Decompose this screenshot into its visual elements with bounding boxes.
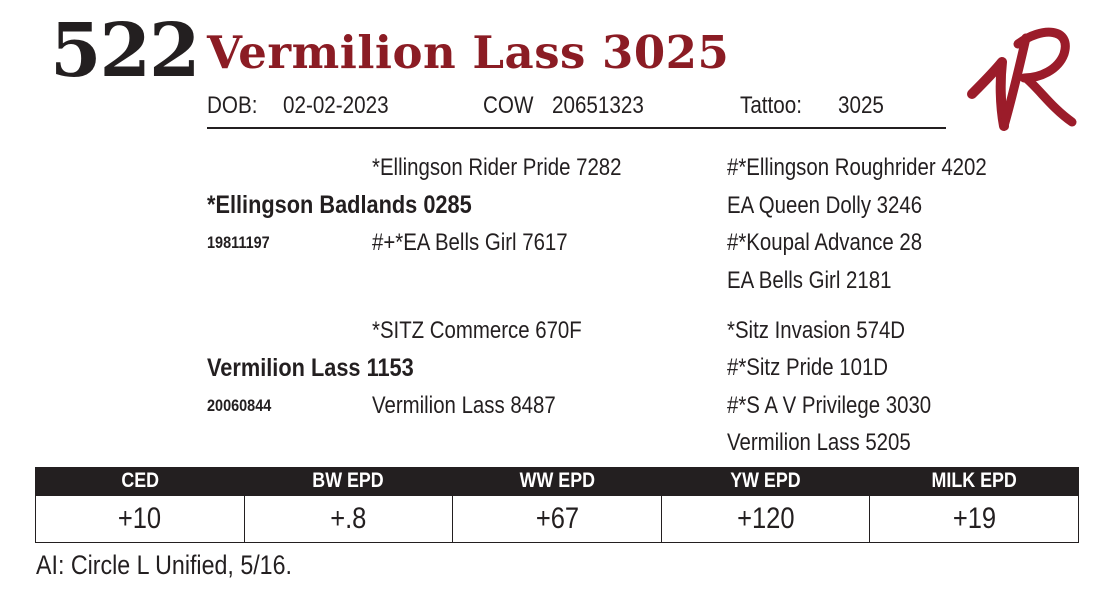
tattoo-label: Tattoo: [740, 92, 802, 119]
dam-sire-dam: #*Sitz Pride 101D [727, 354, 889, 381]
epd-value-ced: +10 [35, 495, 245, 543]
dob-value: 02-02-2023 [283, 92, 389, 119]
dam-sire: *SITZ Commerce 670F [372, 317, 582, 344]
dam-registration: 20060844 [207, 396, 272, 415]
sire-dam-sire: #*Koupal Advance 28 [727, 229, 923, 256]
sire-dam: #+*EA Bells Girl 7617 [372, 229, 568, 256]
tattoo-value: 3025 [838, 92, 884, 119]
sire-name: *Ellingson Badlands 0285 [207, 191, 472, 219]
sire-sire: *Ellingson Rider Pride 7282 [372, 154, 622, 181]
vr-brand-logo [967, 27, 1077, 131]
epd-header-row: CED BW EPD WW EPD YW EPD MILK EPD [35, 467, 1079, 496]
dob-label: DOB: [207, 92, 258, 119]
epd-value-row: +10 +.8 +67 +120 +19 [35, 495, 1079, 543]
sire-registration: 19811197 [207, 233, 270, 252]
dam-dam-dam: Vermilion Lass 5205 [727, 429, 911, 456]
dam-name: Vermilion Lass 1153 [207, 354, 414, 382]
lot-number: 522 [50, 8, 200, 94]
animal-name: Vermilion Lass 3025 [207, 26, 730, 79]
epd-header-yw: YW EPD [660, 467, 871, 496]
ai-footnote: AI: Circle L Unified, 5/16. [36, 550, 292, 580]
sire-sire-sire: #*Ellingson Roughrider 4202 [727, 154, 987, 181]
epd-header-milk: MILK EPD [869, 467, 1079, 496]
dam-dam: Vermilion Lass 8487 [372, 392, 556, 419]
header-divider [207, 127, 946, 129]
epd-table: CED BW EPD WW EPD YW EPD MILK EPD +10 +.… [35, 467, 1079, 543]
epd-value-milk: +19 [869, 495, 1079, 543]
epd-header-ced: CED [35, 467, 245, 496]
sire-dam-dam: EA Bells Girl 2181 [727, 267, 892, 294]
sire-sire-dam: EA Queen Dolly 3246 [727, 192, 923, 219]
registration-number: 20651323 [552, 92, 644, 119]
epd-header-bw: BW EPD [243, 467, 454, 496]
dam-sire-sire: *Sitz Invasion 574D [727, 317, 906, 344]
epd-value-bw: +.8 [243, 495, 454, 543]
animal-type-label: COW [483, 92, 534, 119]
epd-value-ww: +67 [452, 495, 662, 543]
epd-value-yw: +120 [660, 495, 871, 543]
epd-header-ww: WW EPD [452, 467, 662, 496]
dam-dam-sire: #*S A V Privilege 3030 [727, 392, 932, 419]
